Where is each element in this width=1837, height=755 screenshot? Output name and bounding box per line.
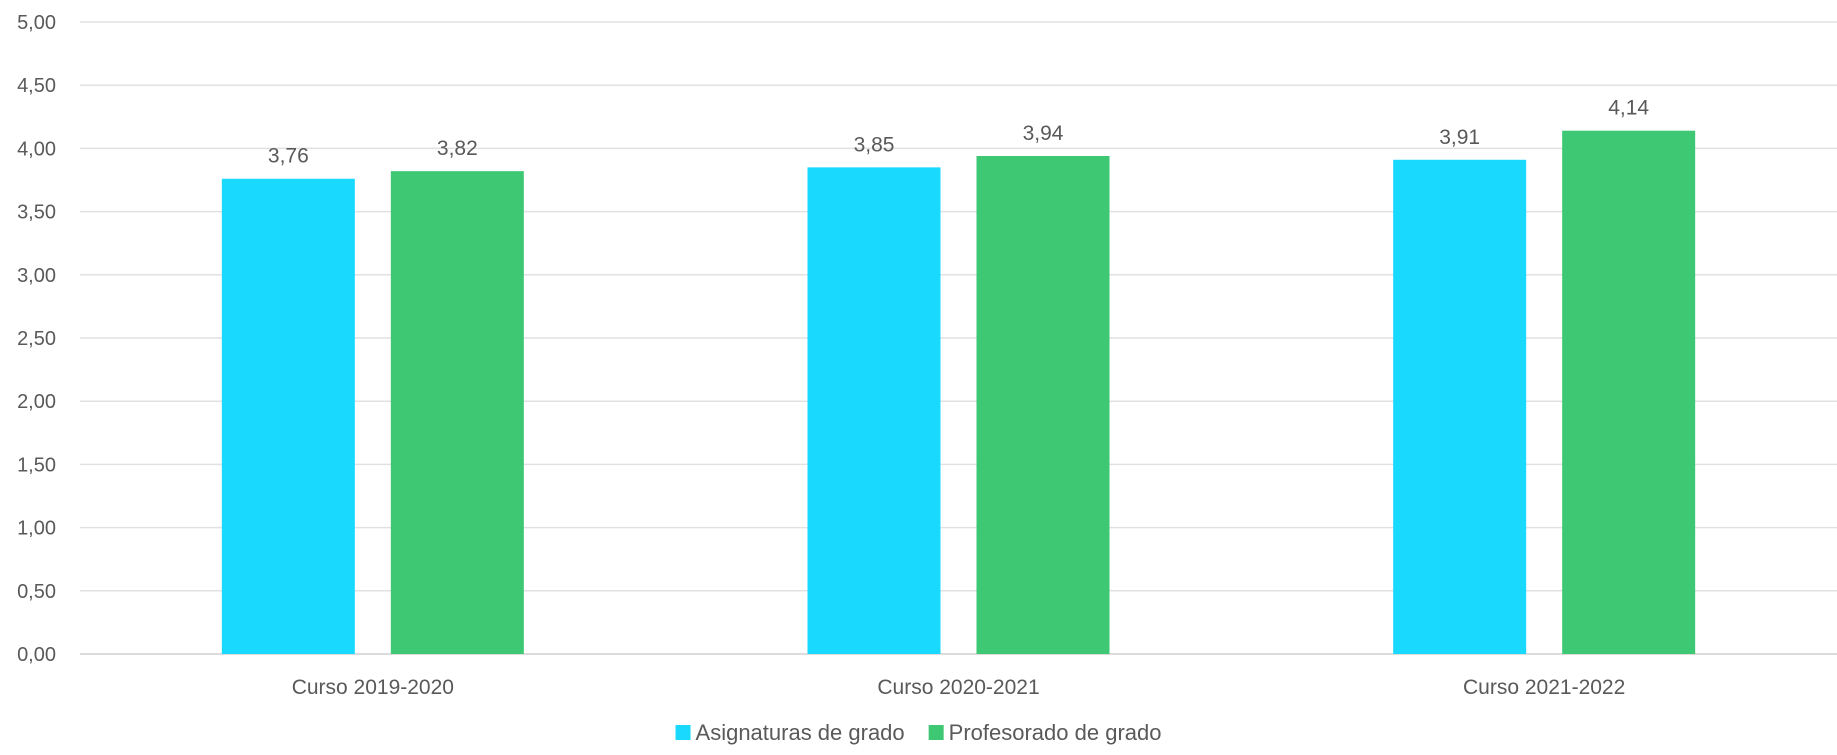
- x-tick-label: Curso 2020-2021: [877, 676, 1039, 699]
- y-tick-label: 2,00: [17, 391, 56, 413]
- legend-label: Profesorado de grado: [949, 720, 1162, 745]
- bar[interactable]: [976, 155, 1110, 654]
- x-tick-label: Curso 2019-2020: [292, 676, 454, 699]
- data-label: 3,91: [1439, 126, 1480, 149]
- y-tick-label: 1,50: [17, 454, 56, 476]
- legend: Asignaturas de grado Profesorado de grado: [675, 720, 1162, 745]
- data-labels: 3,76 3,82 3,85 3,94 3,91 4,14: [268, 97, 1650, 168]
- data-label: 4,14: [1608, 97, 1649, 120]
- legend-swatch: [928, 725, 944, 740]
- data-label: 3,76: [268, 145, 309, 168]
- y-tick-label: 1,00: [17, 518, 56, 540]
- legend-label: Asignaturas de grado: [696, 720, 905, 745]
- legend-swatch: [675, 725, 691, 740]
- bar[interactable]: [1393, 159, 1527, 654]
- x-tick-label: Curso 2021-2022: [1463, 676, 1625, 699]
- data-label: 3,85: [854, 133, 895, 156]
- y-tick-label: 0,50: [17, 581, 56, 603]
- data-label: 3,94: [1023, 122, 1064, 145]
- legend-item[interactable]: Asignaturas de grado: [675, 720, 905, 745]
- gridlines: [80, 21, 1837, 655]
- bar[interactable]: [221, 178, 355, 654]
- y-tick-label: 2,50: [17, 328, 56, 350]
- y-tick-label: 3,00: [17, 265, 56, 287]
- y-tick-label: 4,00: [17, 138, 56, 160]
- bar[interactable]: [807, 167, 941, 655]
- bar[interactable]: [1562, 130, 1696, 655]
- y-tick-label: 3,50: [17, 202, 56, 224]
- x-axis: Curso 2019-2020 Curso 2020-2021 Curso 2021…: [292, 676, 1626, 699]
- legend-item[interactable]: Profesorado de grado: [928, 720, 1162, 745]
- y-tick-label: 5,00: [17, 12, 56, 34]
- y-axis: 0,00 0,50 1,00 1,50 2,00 2,50 3,00 3,50 4,00 4,50…: [17, 12, 56, 666]
- y-tick-label: 4,50: [17, 75, 56, 97]
- data-label: 3,82: [437, 137, 478, 160]
- bars: [221, 130, 1696, 655]
- y-tick-label: 0,00: [17, 644, 56, 666]
- bar[interactable]: [390, 171, 524, 655]
